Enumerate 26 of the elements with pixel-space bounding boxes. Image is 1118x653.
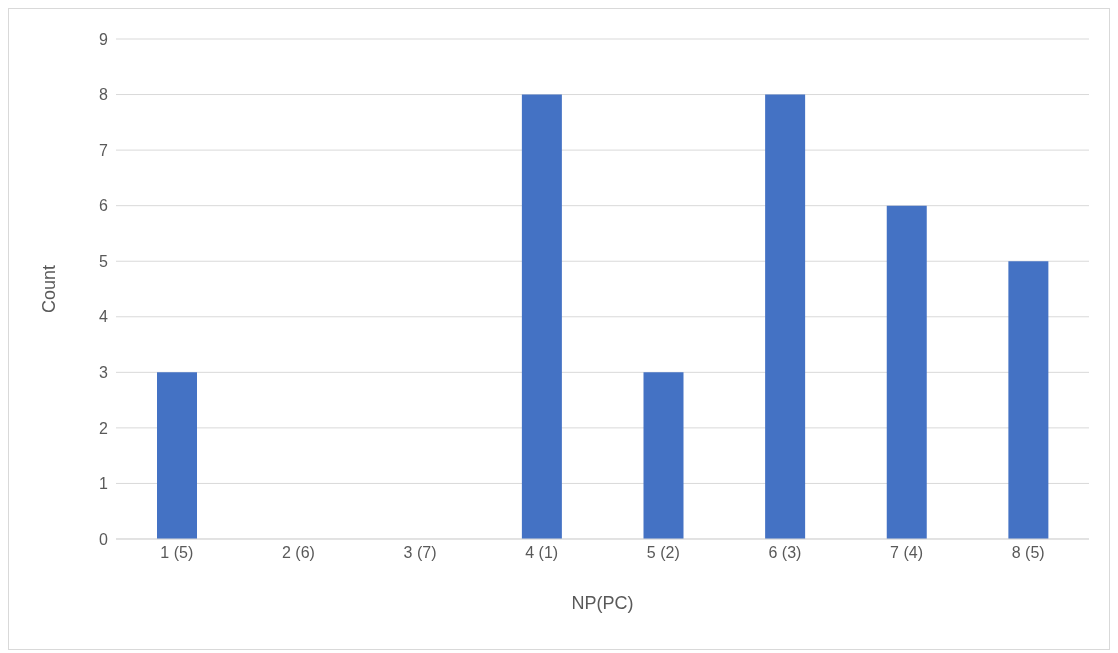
- x-tick-label: 8 (5): [1011, 544, 1045, 562]
- bar: [521, 94, 562, 539]
- y-axis-title: Count: [39, 264, 60, 314]
- y-tick-label: 3: [99, 364, 109, 382]
- bar: [643, 372, 684, 539]
- x-axis-title: NP(PC): [571, 593, 634, 613]
- y-tick-label: 7: [99, 141, 109, 159]
- x-tick-label: 7 (4): [890, 544, 924, 562]
- bar: [157, 372, 197, 539]
- x-tick-label: 5 (2): [646, 544, 680, 562]
- y-tick-label: 9: [99, 30, 109, 48]
- x-tick-label: 4 (1): [525, 544, 559, 562]
- x-tick-label: 6 (3): [768, 544, 802, 562]
- bar: [765, 94, 806, 539]
- x-tick-label: 3 (7): [403, 544, 437, 562]
- y-tick-label: 0: [99, 530, 109, 548]
- y-tick-label: 4: [99, 308, 109, 326]
- x-tick-label: 1 (5): [160, 544, 194, 562]
- bar: [886, 205, 927, 539]
- y-tick-label: 2: [99, 419, 109, 437]
- bar: [1008, 261, 1049, 539]
- y-tick-label: 8: [99, 86, 109, 104]
- y-tick-label: 6: [99, 197, 109, 215]
- x-tick-label: 2 (6): [281, 544, 315, 562]
- y-tick-label: 5: [99, 252, 109, 270]
- y-tick-label: 1: [99, 475, 109, 493]
